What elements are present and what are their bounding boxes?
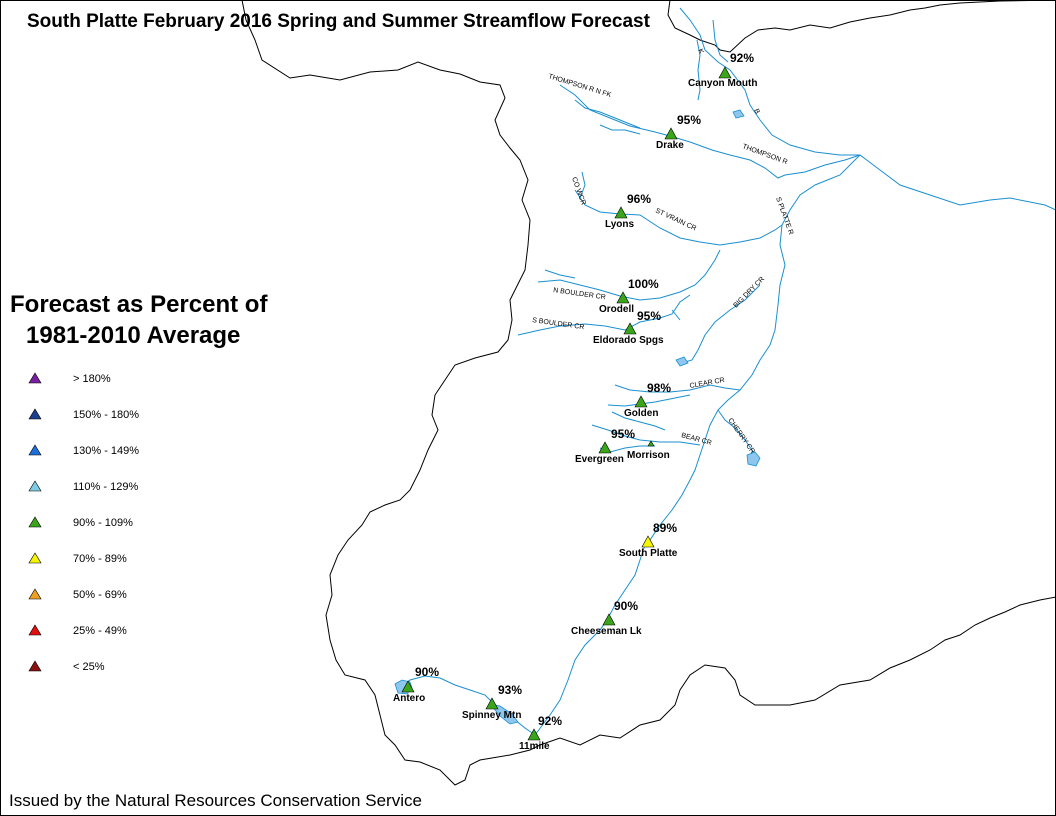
legend-triangle-icon xyxy=(28,588,42,600)
stations: 92% Canyon Mouth 95% Drake 96% Lyons 100… xyxy=(393,51,757,752)
legend-item: > 180% xyxy=(28,370,208,388)
legend-label: 130% - 149% xyxy=(73,445,140,457)
station-name: Orodell xyxy=(599,304,634,315)
river-label: CHERRY CR xyxy=(726,417,755,455)
station-percent: 93% xyxy=(498,683,522,697)
station-name: Eldorado Spgs xyxy=(593,335,664,346)
river-label: THOMPSON R N FK xyxy=(547,73,612,99)
legend-item: 25% - 49% xyxy=(28,622,208,640)
legend-triangle-icon xyxy=(28,372,42,384)
legend-title-line1: Forecast as Percent of xyxy=(10,291,268,318)
station-name: Spinney Mtn xyxy=(462,710,521,721)
legend-label: 150% - 180% xyxy=(73,409,140,421)
river-label: S PLATTE R xyxy=(774,196,794,236)
station-spinney-mtn[interactable]: 93% Spinney Mtn xyxy=(462,683,522,721)
station-name: Golden xyxy=(624,408,658,419)
station-percent: 96% xyxy=(627,192,651,206)
legend-label: 90% - 109% xyxy=(73,517,133,529)
station-name: Antero xyxy=(393,693,425,704)
map-title: South Platte February 2016 Spring and Su… xyxy=(27,11,650,32)
station-antero[interactable]: 90% Antero xyxy=(393,665,439,704)
station-percent: 95% xyxy=(677,113,701,127)
river-label: BIG DRY CR xyxy=(732,276,766,310)
station-lyons[interactable]: 96% Lyons xyxy=(605,192,651,230)
legend-title-line2: 1981-2010 Average xyxy=(26,322,241,349)
river-network xyxy=(399,7,1056,736)
station-south-platte[interactable]: 89% South Platte xyxy=(619,521,678,559)
river-label: K xyxy=(696,48,704,55)
legend-item: 130% - 149% xyxy=(28,442,208,460)
footer-credit: Issued by the Natural Resources Conserva… xyxy=(9,791,422,810)
legend-triangle-icon xyxy=(28,408,42,420)
station-percent: 98% xyxy=(647,381,671,395)
legend-label: 50% - 69% xyxy=(73,589,127,601)
station-name: South Platte xyxy=(619,548,678,559)
station-eldorado-spgs[interactable]: 95% Eldorado Spgs xyxy=(593,309,664,346)
river-label: THOMPSON R xyxy=(741,143,788,166)
cherry-creek-reservoir xyxy=(746,451,761,467)
standley-lake xyxy=(675,356,689,367)
station-percent: 95% xyxy=(637,309,661,323)
station-name: Cheeseman Lk xyxy=(571,626,642,637)
legend-triangle-icon xyxy=(28,444,42,456)
legend-triangle-icon xyxy=(28,660,42,672)
legend-item: 90% - 109% xyxy=(28,514,208,532)
legend-label: 110% - 129% xyxy=(73,481,139,493)
legend-item: 110% - 129% xyxy=(28,478,208,496)
station-name: Evergreen xyxy=(575,454,624,465)
station-percent: 100% xyxy=(628,277,659,291)
station-golden[interactable]: 98% Golden xyxy=(624,381,671,419)
river-label: B xyxy=(752,108,760,115)
station-percent: 95% xyxy=(611,427,635,441)
legend-item: < 25% xyxy=(28,658,208,676)
legend-triangle-icon xyxy=(28,516,42,528)
legend-label: 25% - 49% xyxy=(73,625,127,637)
station-percent: 90% xyxy=(614,599,638,613)
station-name: Drake xyxy=(656,140,684,151)
station-percent: 90% xyxy=(415,665,439,679)
station-name: Canyon Mouth xyxy=(688,78,757,89)
legend-triangle-icon xyxy=(28,552,42,564)
station-name: Morrison xyxy=(627,450,670,461)
legend-item: 50% - 69% xyxy=(28,586,208,604)
legend-triangle-icon xyxy=(28,480,42,492)
station-percent: 92% xyxy=(538,714,562,728)
station-drake[interactable]: 95% Drake xyxy=(656,113,701,151)
legend-item: 70% - 89% xyxy=(28,550,208,568)
station-canyon-mouth[interactable]: 92% Canyon Mouth xyxy=(688,51,757,89)
station-orodell[interactable]: 100% Orodell xyxy=(599,277,659,315)
basin-boundary xyxy=(241,0,1056,786)
river-label: S BOULDER CR xyxy=(532,317,585,331)
station-11mile[interactable]: 92% 11mile xyxy=(519,714,562,752)
legend-label: < 25% xyxy=(73,661,105,673)
legend-item: 150% - 180% xyxy=(28,406,208,424)
horsetooth-lake xyxy=(732,109,745,119)
station-percent: 92% xyxy=(730,51,754,65)
legend-triangle-icon xyxy=(28,624,42,636)
legend-label: 70% - 89% xyxy=(73,553,127,565)
legend-label: > 180% xyxy=(73,373,111,385)
station-evergreen[interactable]: 95% Evergreen xyxy=(575,427,635,465)
station-percent: 89% xyxy=(653,521,677,535)
station-morrison[interactable]: Morrison xyxy=(627,440,670,461)
station-cheeseman-lk[interactable]: 90% Cheeseman Lk xyxy=(571,599,642,637)
river-label: CLEAR CR xyxy=(689,377,725,390)
station-name: 11mile xyxy=(519,741,550,752)
legend-title: Forecast as Percent of 1981-2010 Average xyxy=(10,289,267,351)
station-name: Lyons xyxy=(605,219,635,230)
